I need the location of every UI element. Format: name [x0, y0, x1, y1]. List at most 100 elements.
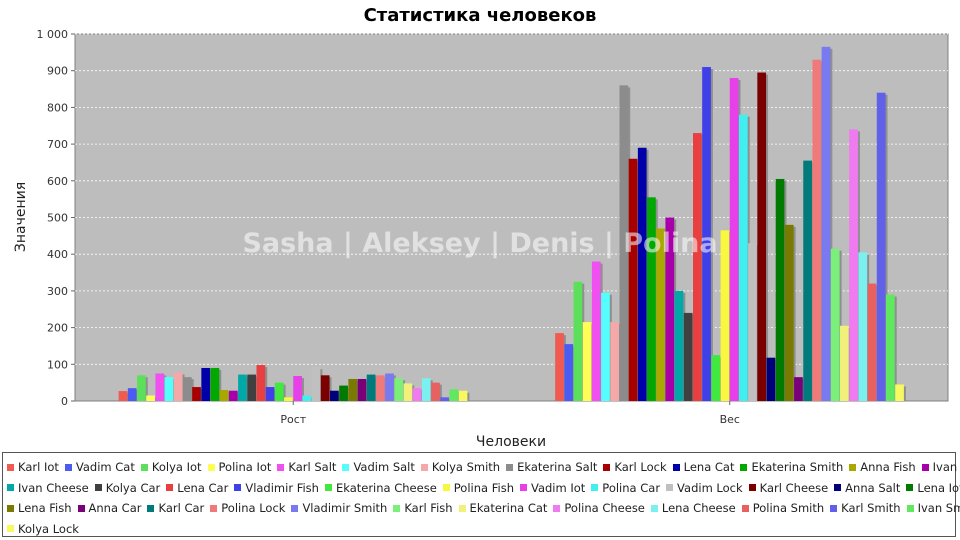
- legend-swatch: [7, 484, 14, 491]
- legend-item: Vladimir Smith: [291, 501, 387, 515]
- bar: [311, 367, 321, 401]
- bar: [647, 197, 656, 401]
- legend-label: Vadim Lock: [677, 480, 743, 495]
- bar: [738, 114, 748, 402]
- legend-label: Kolya Iot: [151, 460, 202, 474]
- legend-item: Ivan Smith: [906, 501, 960, 515]
- bar: [573, 281, 583, 401]
- legend-item: Vladimir Fish: [234, 481, 319, 495]
- y-tick-label: 200: [47, 322, 68, 335]
- bar: [219, 389, 229, 401]
- legend-label: Vladimir Fish: [245, 480, 319, 495]
- bar: [876, 92, 886, 401]
- bar: [155, 373, 165, 401]
- legend-item: Anna Car: [77, 501, 141, 515]
- legend-label: Ekaterina Smith: [751, 460, 844, 474]
- bar: [775, 178, 785, 401]
- legend-swatch: [849, 463, 857, 471]
- legend-swatch: [921, 463, 929, 471]
- legend-label: Karl Iot: [18, 460, 59, 474]
- legend-item: Lena Cheese: [650, 501, 736, 515]
- bar: [118, 391, 128, 401]
- legend-item: Karl Iot: [7, 460, 59, 474]
- legend-swatch: [666, 484, 674, 491]
- bar: [601, 292, 610, 401]
- bar: [201, 367, 211, 401]
- bar: [637, 147, 647, 401]
- legend-item: Vadim Cat: [64, 460, 135, 474]
- legend-label: Karl Cheese: [759, 480, 829, 495]
- legend-row: Karl Iot Vadim Cat Kolya Iot Polina Iot Karl…: [7, 457, 960, 477]
- bar: [610, 322, 620, 401]
- legend-swatch: [906, 484, 914, 491]
- legend-label: Kolya Smith: [431, 460, 501, 474]
- legend-swatch: [748, 484, 756, 491]
- bars: [118, 46, 906, 402]
- watermark: Sasha | Aleksey | Denis | Polina: [242, 228, 717, 259]
- legend-label: Lena Car: [177, 480, 229, 495]
- bar: [182, 377, 192, 401]
- bar: [729, 78, 739, 401]
- bar: [674, 290, 684, 401]
- bar: [293, 376, 302, 401]
- legend-swatch: [603, 463, 611, 471]
- legend-item: Vadim Salt: [342, 460, 415, 474]
- chart-title: Статистика человеков: [364, 5, 597, 26]
- legend-swatch: [277, 463, 285, 471]
- legend-item: Lena Fish: [7, 501, 72, 515]
- bar: [238, 374, 247, 401]
- legend-label: Vadim Iot: [530, 480, 586, 495]
- legend-swatch: [830, 504, 838, 512]
- y-tick-label: 600: [47, 175, 68, 188]
- legend-swatch: [7, 504, 14, 512]
- bar: [748, 243, 757, 401]
- bar: [394, 378, 404, 401]
- y-tick-label: 700: [47, 138, 68, 151]
- bar: [812, 59, 822, 401]
- legend-item: Anna Salt: [834, 481, 900, 495]
- legend-label: Ivan Lock: [932, 460, 960, 474]
- legend-item: Vadim Lock: [666, 481, 743, 495]
- x-tick-label: Рост: [280, 413, 306, 426]
- bar: [885, 294, 895, 401]
- legend-item: Ekaterina Smith: [740, 460, 843, 474]
- bar: [692, 133, 702, 401]
- legend-item: Ekaterina Cheese: [324, 481, 437, 495]
- y-tick-label: 400: [47, 248, 68, 261]
- bar: [284, 397, 293, 401]
- bar: [247, 374, 257, 401]
- legend-swatch: [64, 463, 72, 471]
- legend-item: Kolya Iot: [140, 460, 202, 474]
- x-axis-label: Человеки: [476, 434, 546, 450]
- legend-swatch: [420, 463, 428, 471]
- legend-swatch: [234, 484, 242, 491]
- bar: [766, 357, 776, 401]
- bar: [656, 228, 665, 401]
- legend-label: Kolya Lock: [18, 521, 79, 536]
- bar: [591, 261, 601, 401]
- bar: [849, 129, 858, 402]
- bar: [683, 312, 693, 401]
- legend-item: Ekaterina Salt: [506, 460, 597, 474]
- legend-label: Polina Iot: [218, 460, 272, 474]
- bar: [720, 230, 730, 401]
- legend-label: Vladimir Smith: [302, 501, 388, 515]
- y-axis-ticks: 0 100 200 300 400 500 600 700 800 900 1 000: [37, 28, 75, 408]
- bar: [385, 373, 394, 401]
- legend-swatch: [7, 463, 14, 471]
- legend-item: Polina Fish: [442, 481, 514, 495]
- legend-swatch: [906, 504, 914, 512]
- bar: [431, 382, 440, 401]
- legend-label: Karl Salt: [288, 460, 337, 474]
- legend-item: Karl Cheese: [748, 480, 829, 495]
- bar: [421, 378, 431, 401]
- bar: [348, 378, 358, 401]
- legend-item: Kolya Car: [94, 481, 160, 495]
- legend-item: Kolya Lock: [7, 522, 79, 536]
- y-tick-label: 100: [47, 358, 68, 371]
- legend-swatch: [741, 504, 749, 512]
- chart: Статистика человеков 0 100 200 300 400 500 600…: [13, 5, 949, 450]
- legend-swatch: [94, 484, 102, 491]
- bar: [339, 385, 348, 401]
- bar: [302, 395, 312, 401]
